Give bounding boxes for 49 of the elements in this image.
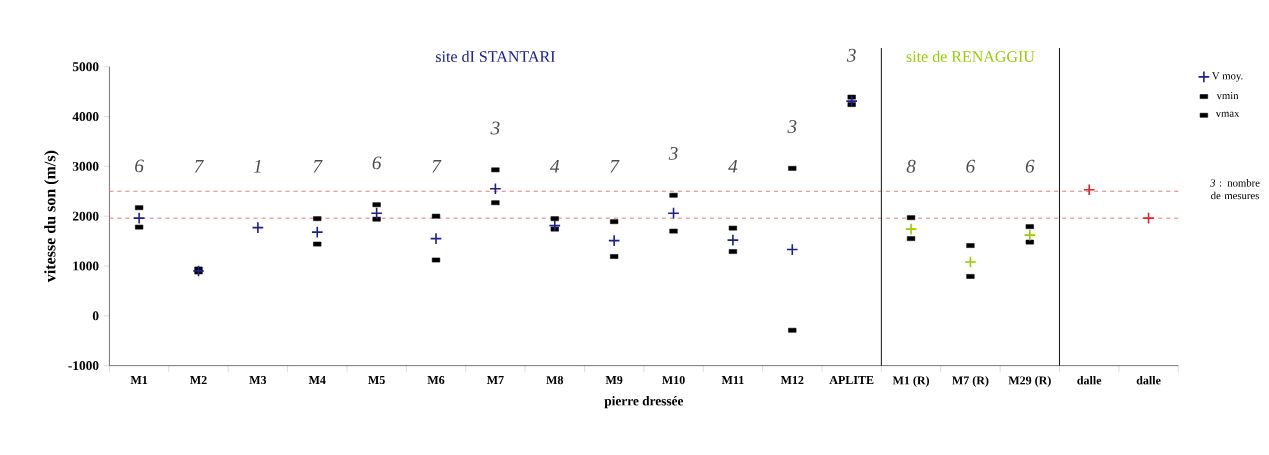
y-tick-label: 1000 [73, 261, 99, 271]
annotation: 7 [432, 159, 442, 173]
annotation: 3 [787, 120, 797, 133]
y-tick-label: 5000 [72, 62, 99, 72]
annotation: 6 [966, 159, 976, 173]
y-tick-label: 0 [92, 311, 99, 321]
annotation: 6 [1025, 159, 1035, 173]
x-tick-label: M1 [130, 376, 148, 384]
text: 3 : nombre de mesures [1210, 179, 1260, 200]
legend-label: V moy. [1212, 72, 1243, 82]
x-tick-label: M9 [605, 376, 623, 385]
annotation: 6 [372, 156, 382, 170]
x-tick-label: M12 [780, 376, 804, 384]
annotation: 3 [668, 146, 678, 160]
x-tick-label: M10 [662, 376, 685, 385]
annotation: 7 [313, 159, 323, 173]
text: 3 [846, 48, 856, 62]
x-tick-label: dalle [1136, 376, 1161, 385]
legend-label: vmin [1216, 91, 1239, 100]
y-tick-label: 4000 [72, 112, 99, 122]
x-tick-label: dalle [1077, 376, 1102, 385]
x-tick-label: M2 [190, 376, 207, 384]
text: site dI STANTARI [435, 50, 555, 62]
legend-label: vmax [1215, 111, 1240, 117]
x-tick-label: M8 [546, 376, 564, 385]
x-tick-label: M6 [427, 376, 445, 385]
y-tick-label: 3000 [72, 161, 99, 171]
annotation: 3 [490, 121, 500, 135]
annotation: 7 [194, 159, 204, 173]
x-axis-title: pierre dressée [604, 396, 684, 409]
x-tick-label: M4 [308, 376, 326, 384]
x-tick-label: M7 (R) [952, 376, 989, 387]
x-tick-label: M7 [486, 376, 504, 384]
x-tick-label: M3 [249, 376, 267, 385]
y-tick-label: -1000 [68, 361, 99, 371]
annotation: 1 [253, 159, 261, 173]
x-tick-label: APLITE [829, 376, 874, 384]
x-tick-label: M5 [368, 376, 385, 385]
y-axis-title: vitesse du son (m/s) [44, 150, 59, 283]
annotation: 7 [610, 159, 620, 173]
y-tick-label: 2000 [72, 211, 99, 221]
annotation: 4 [550, 159, 560, 173]
x-tick-label: M11 [721, 376, 744, 384]
annotation: 6 [135, 159, 144, 173]
annotation: 8 [906, 159, 916, 173]
x-tick-label: M29 (R) [1008, 376, 1051, 387]
annotation: 4 [728, 159, 738, 173]
text: site de RENAGGIU [906, 50, 1035, 62]
x-tick-label: M1 (R) [892, 376, 930, 387]
